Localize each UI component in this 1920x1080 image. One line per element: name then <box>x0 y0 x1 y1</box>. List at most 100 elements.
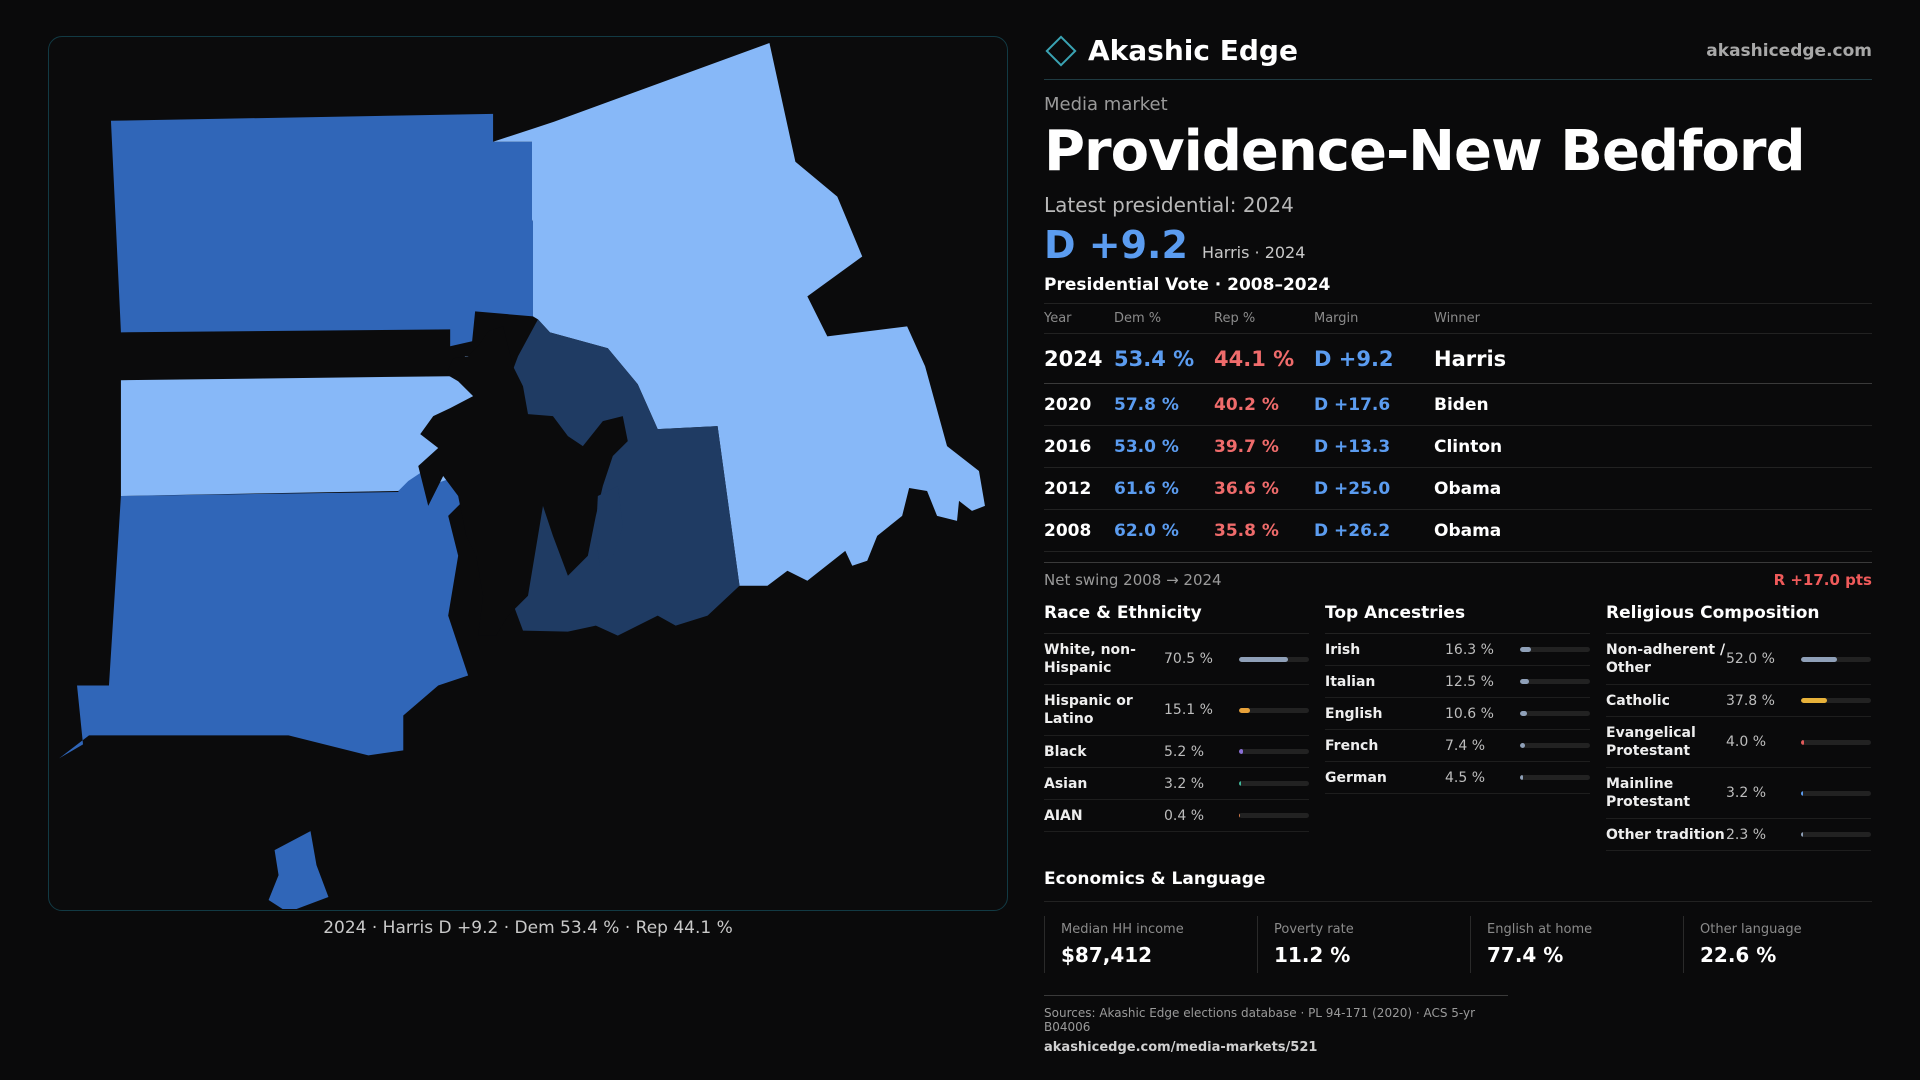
cell-year: 2008 <box>1044 509 1114 553</box>
item-value: 70.5 % <box>1164 651 1213 668</box>
header-dem: Dem % <box>1114 303 1214 335</box>
market-kicker: Media market <box>1044 94 1168 115</box>
market-details: Akashic Edge akashicedge.com Media marke… <box>1044 30 1872 974</box>
list-item: AIAN 0.4 % <box>1044 800 1309 833</box>
share-fill <box>1239 749 1243 755</box>
header-year: Year <box>1044 303 1114 335</box>
item-label: White, non-Hispanic <box>1044 641 1136 677</box>
list-item: German 4.5 % <box>1325 762 1590 795</box>
religion-title: Religious Composition <box>1606 603 1871 635</box>
stat-card: English at home 77.4 % <box>1470 916 1683 974</box>
share-bar <box>1239 781 1309 787</box>
table-row[interactable]: 2008 62.0 % 35.8 % D +26.2 Obama <box>1044 509 1872 553</box>
item-label: Italian <box>1325 673 1376 690</box>
item-label: Evangelical Protestant <box>1606 724 1696 760</box>
stat-value: 11.2 % <box>1274 943 1351 968</box>
share-bar <box>1520 775 1590 781</box>
table-row[interactable]: 2016 53.0 % 39.7 % D +13.3 Clinton <box>1044 425 1872 469</box>
item-label: Black <box>1044 743 1087 760</box>
cell-dem: 61.6 % <box>1114 467 1214 511</box>
presidential-title: Presidential Vote · 2008–2024 <box>1044 275 1872 304</box>
share-fill <box>1801 656 1838 662</box>
list-item: Other tradition 2.3 % <box>1606 819 1871 852</box>
share-fill <box>1801 832 1803 838</box>
item-label: Hispanic or Latino <box>1044 692 1133 728</box>
county-north-east[interactable] <box>493 42 985 586</box>
stat-card: Poverty rate 11.2 % <box>1257 916 1470 974</box>
list-item: Black 5.2 % <box>1044 736 1309 769</box>
bay-island <box>595 485 623 566</box>
list-item: French 7.4 % <box>1325 730 1590 763</box>
stat-label: Other language <box>1700 922 1802 938</box>
item-value: 2.3 % <box>1726 826 1767 843</box>
cell-year: 2020 <box>1044 383 1114 427</box>
header-winner: Winner <box>1434 303 1872 335</box>
county-block-island[interactable] <box>268 831 329 910</box>
table-row[interactable]: 2024 53.4 % 44.1 % D +9.2 Harris <box>1044 333 1872 385</box>
share-fill <box>1801 739 1804 745</box>
share-bar <box>1520 711 1590 717</box>
stat-label: Median HH income <box>1061 922 1184 938</box>
stat-label: English at home <box>1487 922 1593 938</box>
cell-margin: D +9.2 <box>1314 333 1434 385</box>
presidential-table: Year Dem % Rep % Margin Winner 2024 53.4… <box>1044 303 1872 553</box>
bay-water <box>418 326 628 636</box>
net-swing: Net swing 2008 → 2024 R +17.0 pts <box>1044 562 1872 589</box>
share-bar <box>1239 813 1309 819</box>
share-bar <box>1239 707 1309 713</box>
sources-url[interactable]: akashicedge.com/media-markets/521 <box>1044 1040 1318 1055</box>
share-fill <box>1520 679 1529 685</box>
table-row[interactable]: 2012 61.6 % 36.6 % D +25.0 Obama <box>1044 467 1872 511</box>
item-label: Other tradition <box>1606 826 1725 843</box>
item-value: 12.5 % <box>1445 673 1494 690</box>
religion-panel: Religious Composition Non-adherent / Oth… <box>1606 603 1871 852</box>
cell-rep: 39.7 % <box>1214 425 1314 469</box>
county-north-west[interactable] <box>110 113 533 347</box>
cell-year: 2016 <box>1044 425 1114 469</box>
county-south-west[interactable] <box>59 446 469 759</box>
item-value: 7.4 % <box>1445 737 1486 754</box>
market-map[interactable] <box>48 36 1008 911</box>
item-value: 10.6 % <box>1445 705 1494 722</box>
cell-dem: 53.4 % <box>1114 333 1214 385</box>
item-value: 3.2 % <box>1164 775 1205 792</box>
cell-margin: D +25.0 <box>1314 467 1434 511</box>
share-fill <box>1239 781 1242 787</box>
item-label: German <box>1325 769 1387 786</box>
swing-value: R +17.0 pts <box>1773 571 1872 590</box>
cell-dem: 53.0 % <box>1114 425 1214 469</box>
share-fill <box>1520 743 1526 749</box>
share-fill <box>1239 707 1250 713</box>
item-label: Asian <box>1044 775 1088 792</box>
diamond-outline-icon <box>1045 34 1077 67</box>
headline: D +9.2 Harris · 2024 <box>1044 223 1872 267</box>
share-bar <box>1239 656 1309 662</box>
item-label: Non-adherent / Other <box>1606 641 1726 677</box>
share-bar <box>1520 679 1590 685</box>
brand[interactable]: Akashic Edge <box>1044 34 1298 67</box>
swing-label: Net swing 2008 → 2024 <box>1044 571 1222 590</box>
table-row[interactable]: 2020 57.8 % 40.2 % D +17.6 Biden <box>1044 383 1872 427</box>
list-item: Asian 3.2 % <box>1044 768 1309 801</box>
race-panel: Race & Ethnicity White, non-Hispanic 70.… <box>1044 603 1309 851</box>
cell-dem: 62.0 % <box>1114 509 1214 553</box>
share-fill <box>1239 656 1289 662</box>
header-rep: Rep % <box>1214 303 1314 335</box>
item-value: 16.3 % <box>1445 641 1494 658</box>
list-item: Hispanic or Latino 15.1 % <box>1044 685 1309 737</box>
ancestry-title: Top Ancestries <box>1325 603 1590 635</box>
brand-header: Akashic Edge akashicedge.com <box>1044 30 1872 80</box>
item-value: 4.5 % <box>1445 769 1486 786</box>
share-bar <box>1801 832 1871 838</box>
sources-line: Sources: Akashic Edge elections database… <box>1044 1006 1476 1034</box>
item-label: Irish <box>1325 641 1361 658</box>
headline-note: Harris · 2024 <box>1201 242 1306 262</box>
cell-dem: 57.8 % <box>1114 383 1214 427</box>
brand-site-link[interactable]: akashicedge.com <box>1706 40 1872 61</box>
cell-margin: D +17.6 <box>1314 383 1434 427</box>
share-bar <box>1239 749 1309 755</box>
economics-cards: Median HH income $87,412 Poverty rate 11… <box>1044 916 1872 974</box>
share-bar <box>1801 698 1871 704</box>
county-map-svg <box>59 42 985 910</box>
cell-winner: Obama <box>1434 509 1872 553</box>
